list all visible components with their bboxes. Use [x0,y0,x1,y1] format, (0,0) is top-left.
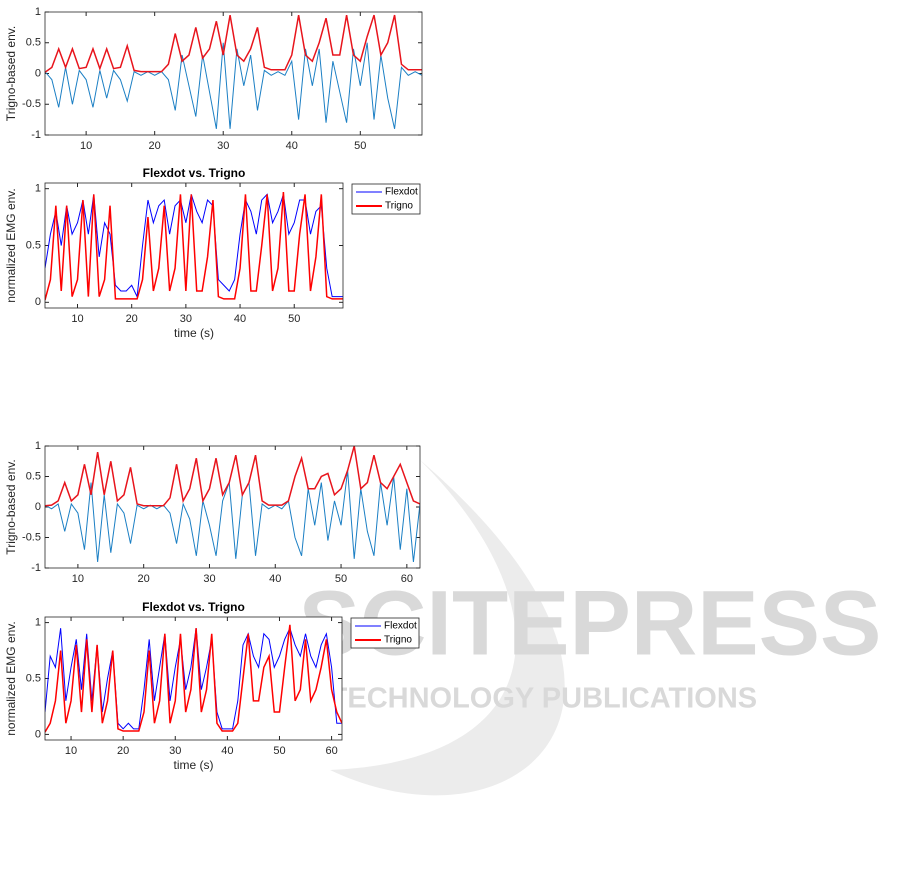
x-tick-label: 10 [65,745,77,757]
y-tick-label: -0.5 [22,531,41,543]
x-tick-label: 50 [288,313,300,325]
series-line [45,470,420,562]
x-tick-label: 50 [354,140,366,152]
y-tick-label: 0.5 [26,672,41,684]
x-tick-label: 10 [71,313,83,325]
axes-box [44,445,421,569]
x-tick-label: 10 [72,573,84,585]
series-line [45,14,422,73]
x-axis-label: time (s) [174,758,214,772]
axes-box [44,182,344,309]
series-line [45,624,342,733]
x-tick-label: 20 [149,140,161,152]
x-tick-label: 30 [180,313,192,325]
axes: 0 0.5 1 10 20 30 40 50 60 Flexdot vs. Trigno time … [4,600,420,772]
axes-box [44,616,343,741]
legend-box [351,183,421,215]
x-tick-label: 50 [335,573,347,585]
x-tick-label: 40 [234,313,246,325]
plot-area [45,12,422,135]
y-tick-label: -0.5 [22,98,41,110]
y-axis-label: normalized EMG env. [4,188,18,303]
x-tick-label: 10 [80,140,92,152]
chart-title: Flexdot vs. Trigno [143,166,246,180]
y-tick-label: 1 [35,6,41,18]
y-axis-label: normalized EMG env. [4,621,18,736]
axes-box [44,11,423,136]
series-line [45,446,420,507]
x-tick-label: 30 [203,573,215,585]
legend-label: Flexdot [385,187,418,198]
x-tick-label: 50 [273,745,285,757]
watermark-logo [330,460,565,796]
y-tick-label: -1 [31,129,41,141]
x-tick-label: 40 [269,573,281,585]
y-tick-label: 1 [35,440,41,452]
series-line [45,42,422,129]
legend-label: Flexdot [384,621,417,632]
x-axis-label: time (s) [174,326,214,340]
x-tick-label: 40 [221,745,233,757]
x-tick-label: 30 [169,745,181,757]
chart-title: Flexdot vs. Trigno [142,600,245,614]
axes: -1 -0.5 0 0.5 1 10 20 30 40 50 Trigno-based env. [4,6,423,152]
x-tick-label: 20 [126,313,138,325]
x-tick-label: 60 [325,745,337,757]
x-tick-label: 20 [117,745,129,757]
x-tick-label: 60 [401,573,413,585]
y-tick-label: 0.5 [26,470,41,482]
y-axis-label: Trigno-based env. [4,459,18,554]
y-tick-label: 1 [35,616,41,628]
x-tick-label: 30 [217,140,229,152]
legend-label: Trigno [385,201,413,212]
y-tick-label: -1 [31,562,41,574]
y-tick-label: 0.5 [26,239,41,251]
y-tick-label: 0 [35,728,41,740]
series-line [45,192,343,301]
x-tick-label: 40 [286,140,298,152]
axes: 0 0.5 1 10 20 30 40 50 Flexdot vs. Trigno time (s… [4,166,421,340]
y-tick-label: 0.5 [26,37,41,49]
y-axis-label: Trigno-based env. [4,26,18,121]
x-tick-label: 20 [138,573,150,585]
y-tick-label: 0 [35,296,41,308]
y-tick-label: 0 [35,501,41,513]
legend-box [350,617,420,649]
y-tick-label: 0 [35,67,41,79]
legend-label: Trigno [384,635,412,646]
y-tick-label: 1 [35,183,41,195]
axes: -1 -0.5 0 0.5 1 10 20 30 40 50 60 Trigno-based env. [4,440,421,585]
